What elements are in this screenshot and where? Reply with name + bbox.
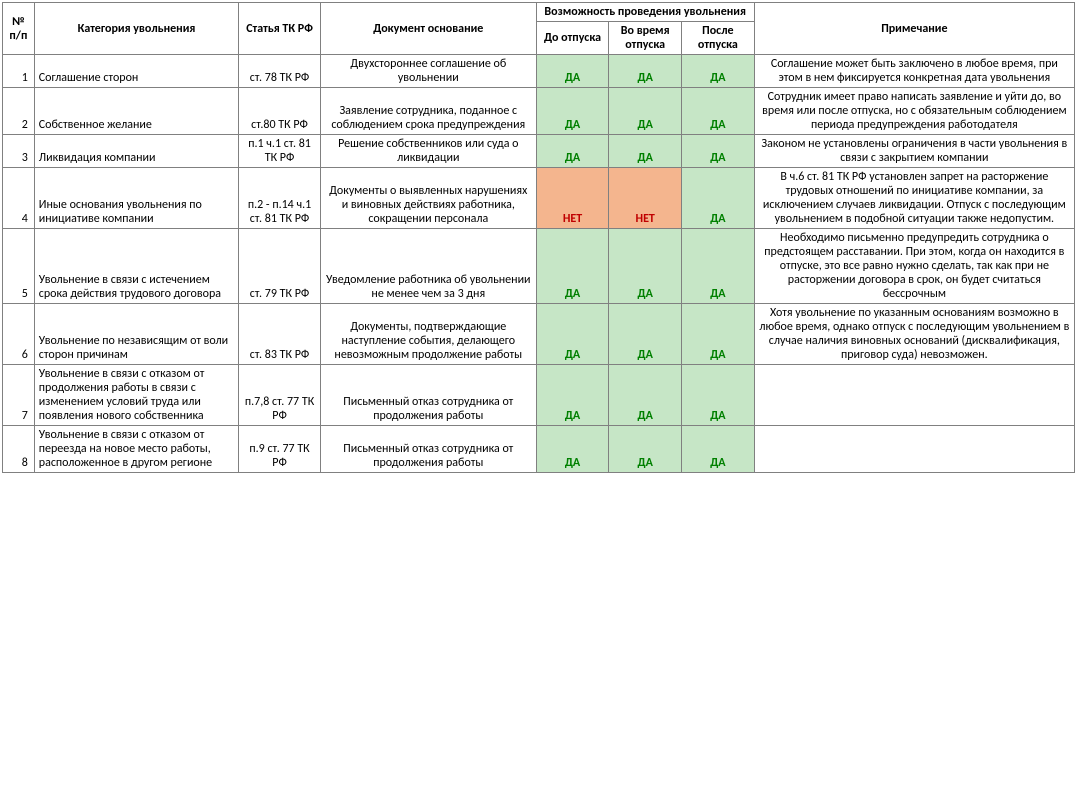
- cell-category: Увольнение в связи с истечением срока де…: [34, 229, 238, 304]
- cell-article: п.9 ст. 77 ТК РФ: [239, 426, 321, 473]
- header-num: № п/п: [3, 3, 35, 55]
- cell-document: Письменный отказ сотрудника от продолжен…: [320, 426, 536, 473]
- cell-during: ДА: [609, 365, 682, 426]
- cell-during: ДА: [609, 229, 682, 304]
- cell-document: Документы, подтверждающие наступление со…: [320, 304, 536, 365]
- cell-note: [754, 365, 1074, 426]
- cell-category: Собственное желание: [34, 88, 238, 135]
- cell-num: 8: [3, 426, 35, 473]
- table-header: № п/п Категория увольнения Статья ТК РФ …: [3, 3, 1075, 55]
- cell-category: Увольнение в связи с отказом от продолже…: [34, 365, 238, 426]
- cell-after: ДА: [682, 55, 755, 88]
- cell-document: Письменный отказ сотрудника от продолжен…: [320, 365, 536, 426]
- cell-during: ДА: [609, 304, 682, 365]
- dismissal-table: № п/п Категория увольнения Статья ТК РФ …: [2, 2, 1075, 473]
- header-possibility-group: Возможность проведения увольнения: [536, 3, 754, 22]
- cell-num: 4: [3, 168, 35, 229]
- cell-before: ДА: [536, 55, 609, 88]
- cell-document: Уведомление работника об увольнении не м…: [320, 229, 536, 304]
- cell-note: Хотя увольнение по указанным основаниям …: [754, 304, 1074, 365]
- cell-category: Иные основания увольнения по инициативе …: [34, 168, 238, 229]
- cell-before: НЕТ: [536, 168, 609, 229]
- cell-article: ст.80 ТК РФ: [239, 88, 321, 135]
- cell-note: Сотрудник имеет право написать заявление…: [754, 88, 1074, 135]
- cell-article: ст. 83 ТК РФ: [239, 304, 321, 365]
- table-row: 4Иные основания увольнения по инициативе…: [3, 168, 1075, 229]
- cell-note: Соглашение может быть заключено в любое …: [754, 55, 1074, 88]
- cell-num: 2: [3, 88, 35, 135]
- cell-after: ДА: [682, 426, 755, 473]
- table-row: 6Увольнение по независящим от воли сторо…: [3, 304, 1075, 365]
- cell-article: п.7,8 ст. 77 ТК РФ: [239, 365, 321, 426]
- cell-after: ДА: [682, 365, 755, 426]
- cell-article: ст. 79 ТК РФ: [239, 229, 321, 304]
- cell-before: ДА: [536, 304, 609, 365]
- table-row: 2Собственное желаниест.80 ТК РФЗаявление…: [3, 88, 1075, 135]
- cell-document: Двухстороннее соглашение об увольнении: [320, 55, 536, 88]
- table-row: 7Увольнение в связи с отказом от продолж…: [3, 365, 1075, 426]
- cell-during: ДА: [609, 55, 682, 88]
- header-during: Во время отпуска: [609, 22, 682, 55]
- cell-after: ДА: [682, 229, 755, 304]
- cell-category: Увольнение по независящим от воли сторон…: [34, 304, 238, 365]
- cell-note: [754, 426, 1074, 473]
- header-after: После отпуска: [682, 22, 755, 55]
- cell-after: ДА: [682, 88, 755, 135]
- table-body: 1Соглашение сторонст. 78 ТК РФДвухсторон…: [3, 55, 1075, 473]
- cell-category: Увольнение в связи с отказом от переезда…: [34, 426, 238, 473]
- cell-document: Документы о выявленных нарушениях и вино…: [320, 168, 536, 229]
- cell-article: п.1 ч.1 ст. 81 ТК РФ: [239, 135, 321, 168]
- cell-note: Необходимо письменно предупредить сотруд…: [754, 229, 1074, 304]
- cell-document: Заявление сотрудника, поданное с соблюде…: [320, 88, 536, 135]
- cell-during: НЕТ: [609, 168, 682, 229]
- cell-before: ДА: [536, 426, 609, 473]
- cell-num: 3: [3, 135, 35, 168]
- cell-category: Ликвидация компании: [34, 135, 238, 168]
- table-row: 8Увольнение в связи с отказом от переезд…: [3, 426, 1075, 473]
- cell-before: ДА: [536, 365, 609, 426]
- cell-before: ДА: [536, 88, 609, 135]
- cell-note: Законом не установлены ограничения в час…: [754, 135, 1074, 168]
- cell-note: В ч.6 ст. 81 ТК РФ установлен запрет на …: [754, 168, 1074, 229]
- cell-num: 1: [3, 55, 35, 88]
- table-row: 3Ликвидация компаниип.1 ч.1 ст. 81 ТК РФ…: [3, 135, 1075, 168]
- cell-category: Соглашение сторон: [34, 55, 238, 88]
- cell-article: п.2 - п.14 ч.1 ст. 81 ТК РФ: [239, 168, 321, 229]
- header-category: Категория увольнения: [34, 3, 238, 55]
- cell-num: 5: [3, 229, 35, 304]
- header-document: Документ основание: [320, 3, 536, 55]
- table-row: 1Соглашение сторонст. 78 ТК РФДвухсторон…: [3, 55, 1075, 88]
- cell-before: ДА: [536, 135, 609, 168]
- cell-after: ДА: [682, 304, 755, 365]
- cell-num: 6: [3, 304, 35, 365]
- cell-during: ДА: [609, 426, 682, 473]
- header-note: Примечание: [754, 3, 1074, 55]
- cell-num: 7: [3, 365, 35, 426]
- cell-during: ДА: [609, 135, 682, 168]
- cell-after: ДА: [682, 168, 755, 229]
- cell-document: Решение собственников или суда о ликвида…: [320, 135, 536, 168]
- table-row: 5Увольнение в связи с истечением срока д…: [3, 229, 1075, 304]
- cell-after: ДА: [682, 135, 755, 168]
- cell-during: ДА: [609, 88, 682, 135]
- cell-article: ст. 78 ТК РФ: [239, 55, 321, 88]
- header-before: До отпуска: [536, 22, 609, 55]
- header-article: Статья ТК РФ: [239, 3, 321, 55]
- cell-before: ДА: [536, 229, 609, 304]
